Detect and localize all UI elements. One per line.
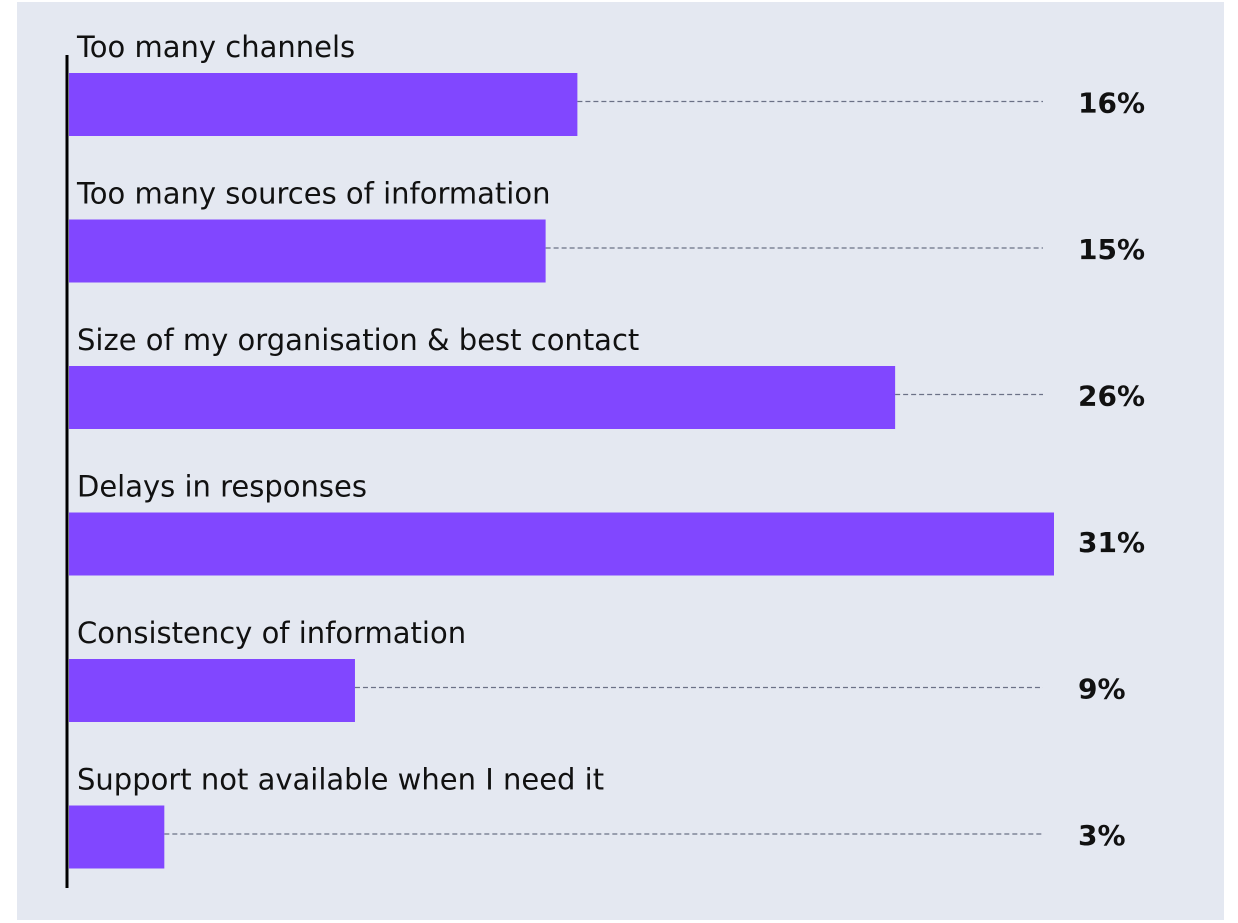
value-label-support-not-available-when-i-need-it: 3% xyxy=(1078,819,1126,852)
bar-too-many-sources-of-information xyxy=(69,219,546,283)
category-label-too-many-sources-of-information: Too many sources of information xyxy=(76,177,550,211)
category-label-support-not-available-when-i-need-it: Support not available when I need it xyxy=(77,763,604,797)
bar-too-many-channels xyxy=(69,73,578,136)
leader-lines xyxy=(164,100,1054,835)
bars xyxy=(69,73,1054,869)
bar-size-of-my-organisation-best-contact xyxy=(69,366,896,429)
category-label-consistency-of-information: Consistency of information xyxy=(77,616,466,650)
bar-support-not-available-when-i-need-it xyxy=(69,805,165,869)
value-label-consistency-of-information: 9% xyxy=(1078,673,1126,706)
value-label-too-many-sources-of-information: 15% xyxy=(1078,233,1145,266)
category-label-size-of-my-organisation-best-contact: Size of my organisation & best contact xyxy=(77,323,639,357)
value-label-too-many-channels: 16% xyxy=(1078,87,1145,120)
bar-consistency-of-information xyxy=(69,659,355,722)
value-label-size-of-my-organisation-best-contact: 26% xyxy=(1078,380,1145,413)
category-label-delays-in-responses: Delays in responses xyxy=(77,470,367,504)
value-label-delays-in-responses: 31% xyxy=(1078,526,1145,559)
category-label-too-many-channels: Too many channels xyxy=(76,30,355,64)
chart-background xyxy=(17,2,1224,920)
category-labels: Too many channels Too many sources of inf… xyxy=(76,30,639,797)
bar-delays-in-responses xyxy=(69,512,1054,576)
value-labels: 16% 15% 26% 31% 9% 3% xyxy=(1078,87,1145,853)
